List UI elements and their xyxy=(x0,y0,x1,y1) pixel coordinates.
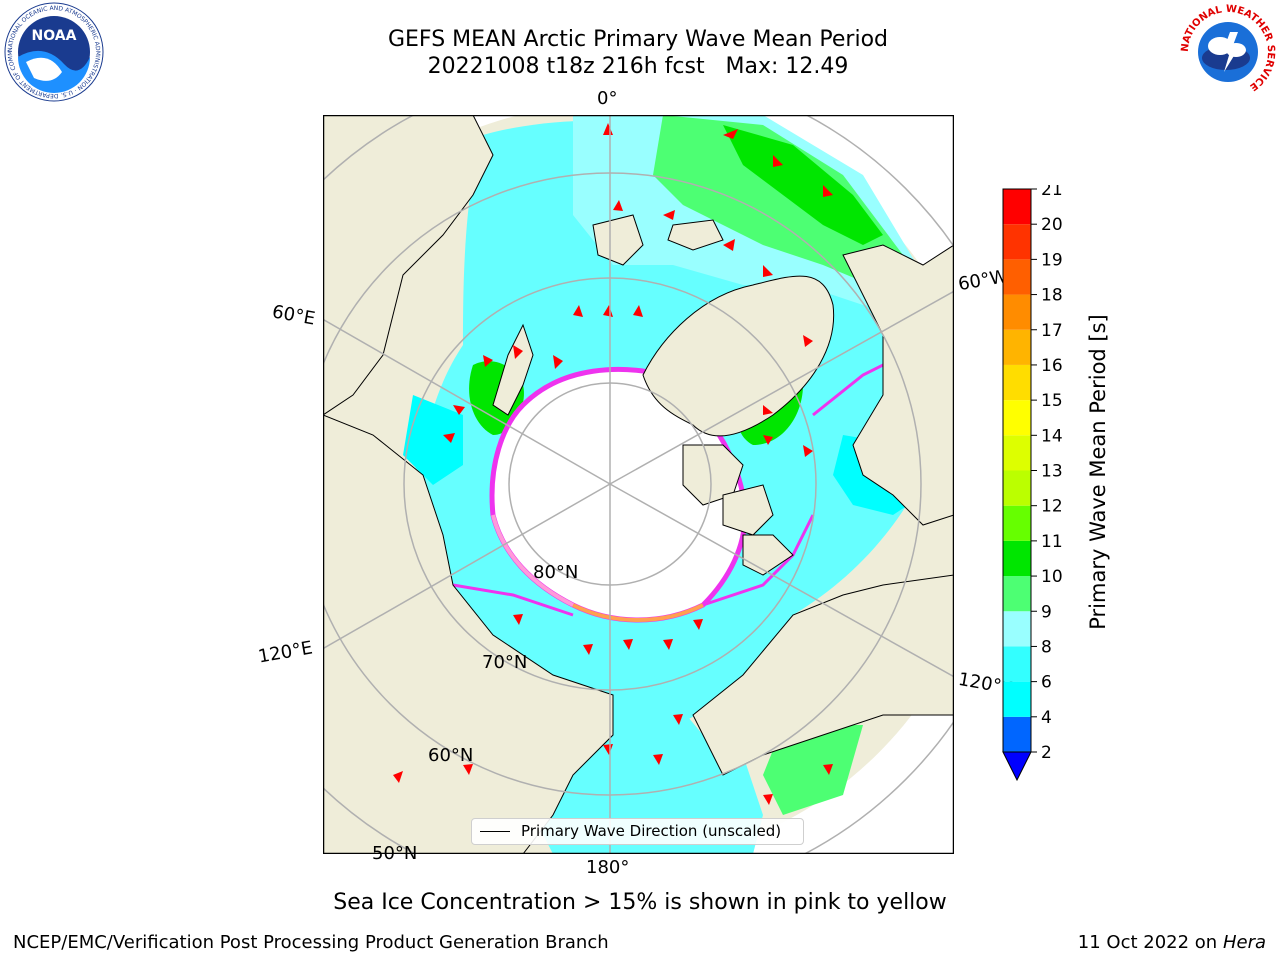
meridian-120w xyxy=(609,483,954,678)
lat-label-60: 60°N xyxy=(428,745,474,766)
colorbar-bin xyxy=(1003,189,1031,225)
colorbar-tick-label: 2 xyxy=(1041,743,1052,763)
lat-label-70: 70°N xyxy=(482,652,528,673)
colorbar-bin xyxy=(1003,435,1031,471)
colorbar-bin xyxy=(1003,259,1031,295)
colorbar-bin xyxy=(1003,400,1031,436)
colorbar-bin xyxy=(1003,576,1031,612)
colorbar-tick-label: 9 xyxy=(1041,602,1052,622)
colorbar-tick-label: 19 xyxy=(1041,250,1063,270)
graticule xyxy=(323,115,954,854)
colorbar-bin xyxy=(1003,470,1031,506)
colorbar-bin xyxy=(1003,611,1031,647)
title-line-1: GEFS MEAN Arctic Primary Wave Mean Perio… xyxy=(387,27,888,52)
footer-date: 11 Oct 2022 on Hera xyxy=(1078,932,1266,953)
colorbar-tick-label: 21 xyxy=(1041,185,1063,200)
colorbar-bin xyxy=(1003,716,1031,752)
legend-label: Primary Wave Direction (unscaled) xyxy=(521,822,782,840)
footer-date-text: 11 Oct 2022 on xyxy=(1077,932,1223,953)
lon-label-120e: 120°E xyxy=(256,637,315,668)
sea-ice-note: Sea Ice Concentration > 15% is shown in … xyxy=(333,890,947,915)
colorbar-bin xyxy=(1003,646,1031,682)
noaa-logo: NATIONAL OCEANIC AND ATMOSPHERIC ADMINIS… xyxy=(4,2,104,102)
map-legend: Primary Wave Direction (unscaled) xyxy=(471,818,804,845)
colorbar-tick-label: 18 xyxy=(1041,286,1063,306)
lat-label-50: 50°N xyxy=(372,843,418,864)
lon-label-60e: 60°E xyxy=(270,301,317,330)
colorbar-bin xyxy=(1003,364,1031,401)
colorbar-tick-label: 20 xyxy=(1041,215,1063,235)
lat-label-80: 80°N xyxy=(533,562,579,583)
footer-machine: Hera xyxy=(1222,932,1266,953)
colorbar-tick-label: 4 xyxy=(1041,708,1052,728)
colorbar-bin xyxy=(1003,294,1031,330)
colorbar-bin xyxy=(1003,681,1031,717)
meridian-60w xyxy=(609,290,954,485)
continents xyxy=(323,115,954,854)
colorbar-tick-label: 17 xyxy=(1041,321,1063,341)
map-frame xyxy=(323,115,954,854)
meridian-120e xyxy=(323,483,611,650)
colorbar-tick-label: 14 xyxy=(1041,426,1063,446)
colorbar-bin xyxy=(1003,329,1031,365)
footer-credit: NCEP/EMC/Verification Post Processing Pr… xyxy=(13,932,609,953)
noaa-logo-text: NOAA xyxy=(32,28,77,44)
colorbar-bin xyxy=(1003,224,1031,260)
colorbar-tick-label: 16 xyxy=(1041,356,1063,376)
colorbar-tick-label: 13 xyxy=(1041,462,1063,482)
colorbar-tick-label: 6 xyxy=(1041,673,1052,693)
colorbar-tick-label: 15 xyxy=(1041,391,1063,411)
polar-map xyxy=(323,115,954,854)
legend-line-swatch xyxy=(480,831,510,832)
lon-label-180: 180° xyxy=(586,857,630,878)
colorbar-tick-label: 10 xyxy=(1041,567,1063,587)
colorbar-bin xyxy=(1003,505,1031,541)
colorbar: 2 4 6 8 9 10 11 12 13 14 15 16 17 18 19 20 21 xyxy=(1002,185,1063,782)
title-line-2: 20221008 t18z 216h fcst Max: 12.49 xyxy=(427,54,849,79)
nws-logo: NATIONAL WEATHER SERVICE xyxy=(1180,4,1276,100)
colorbar-tick-label: 8 xyxy=(1041,637,1052,657)
colorbar-label: Primary Wave Mean Period [s] xyxy=(1086,314,1110,630)
colorbar-under-triangle xyxy=(1002,751,1032,782)
colorbar-tick-label: 11 xyxy=(1041,532,1063,552)
lon-label-0: 0° xyxy=(597,88,618,109)
colorbar-bin xyxy=(1003,540,1031,577)
meridian-60e xyxy=(323,318,611,485)
colorbar-tick-label: 12 xyxy=(1041,497,1063,517)
